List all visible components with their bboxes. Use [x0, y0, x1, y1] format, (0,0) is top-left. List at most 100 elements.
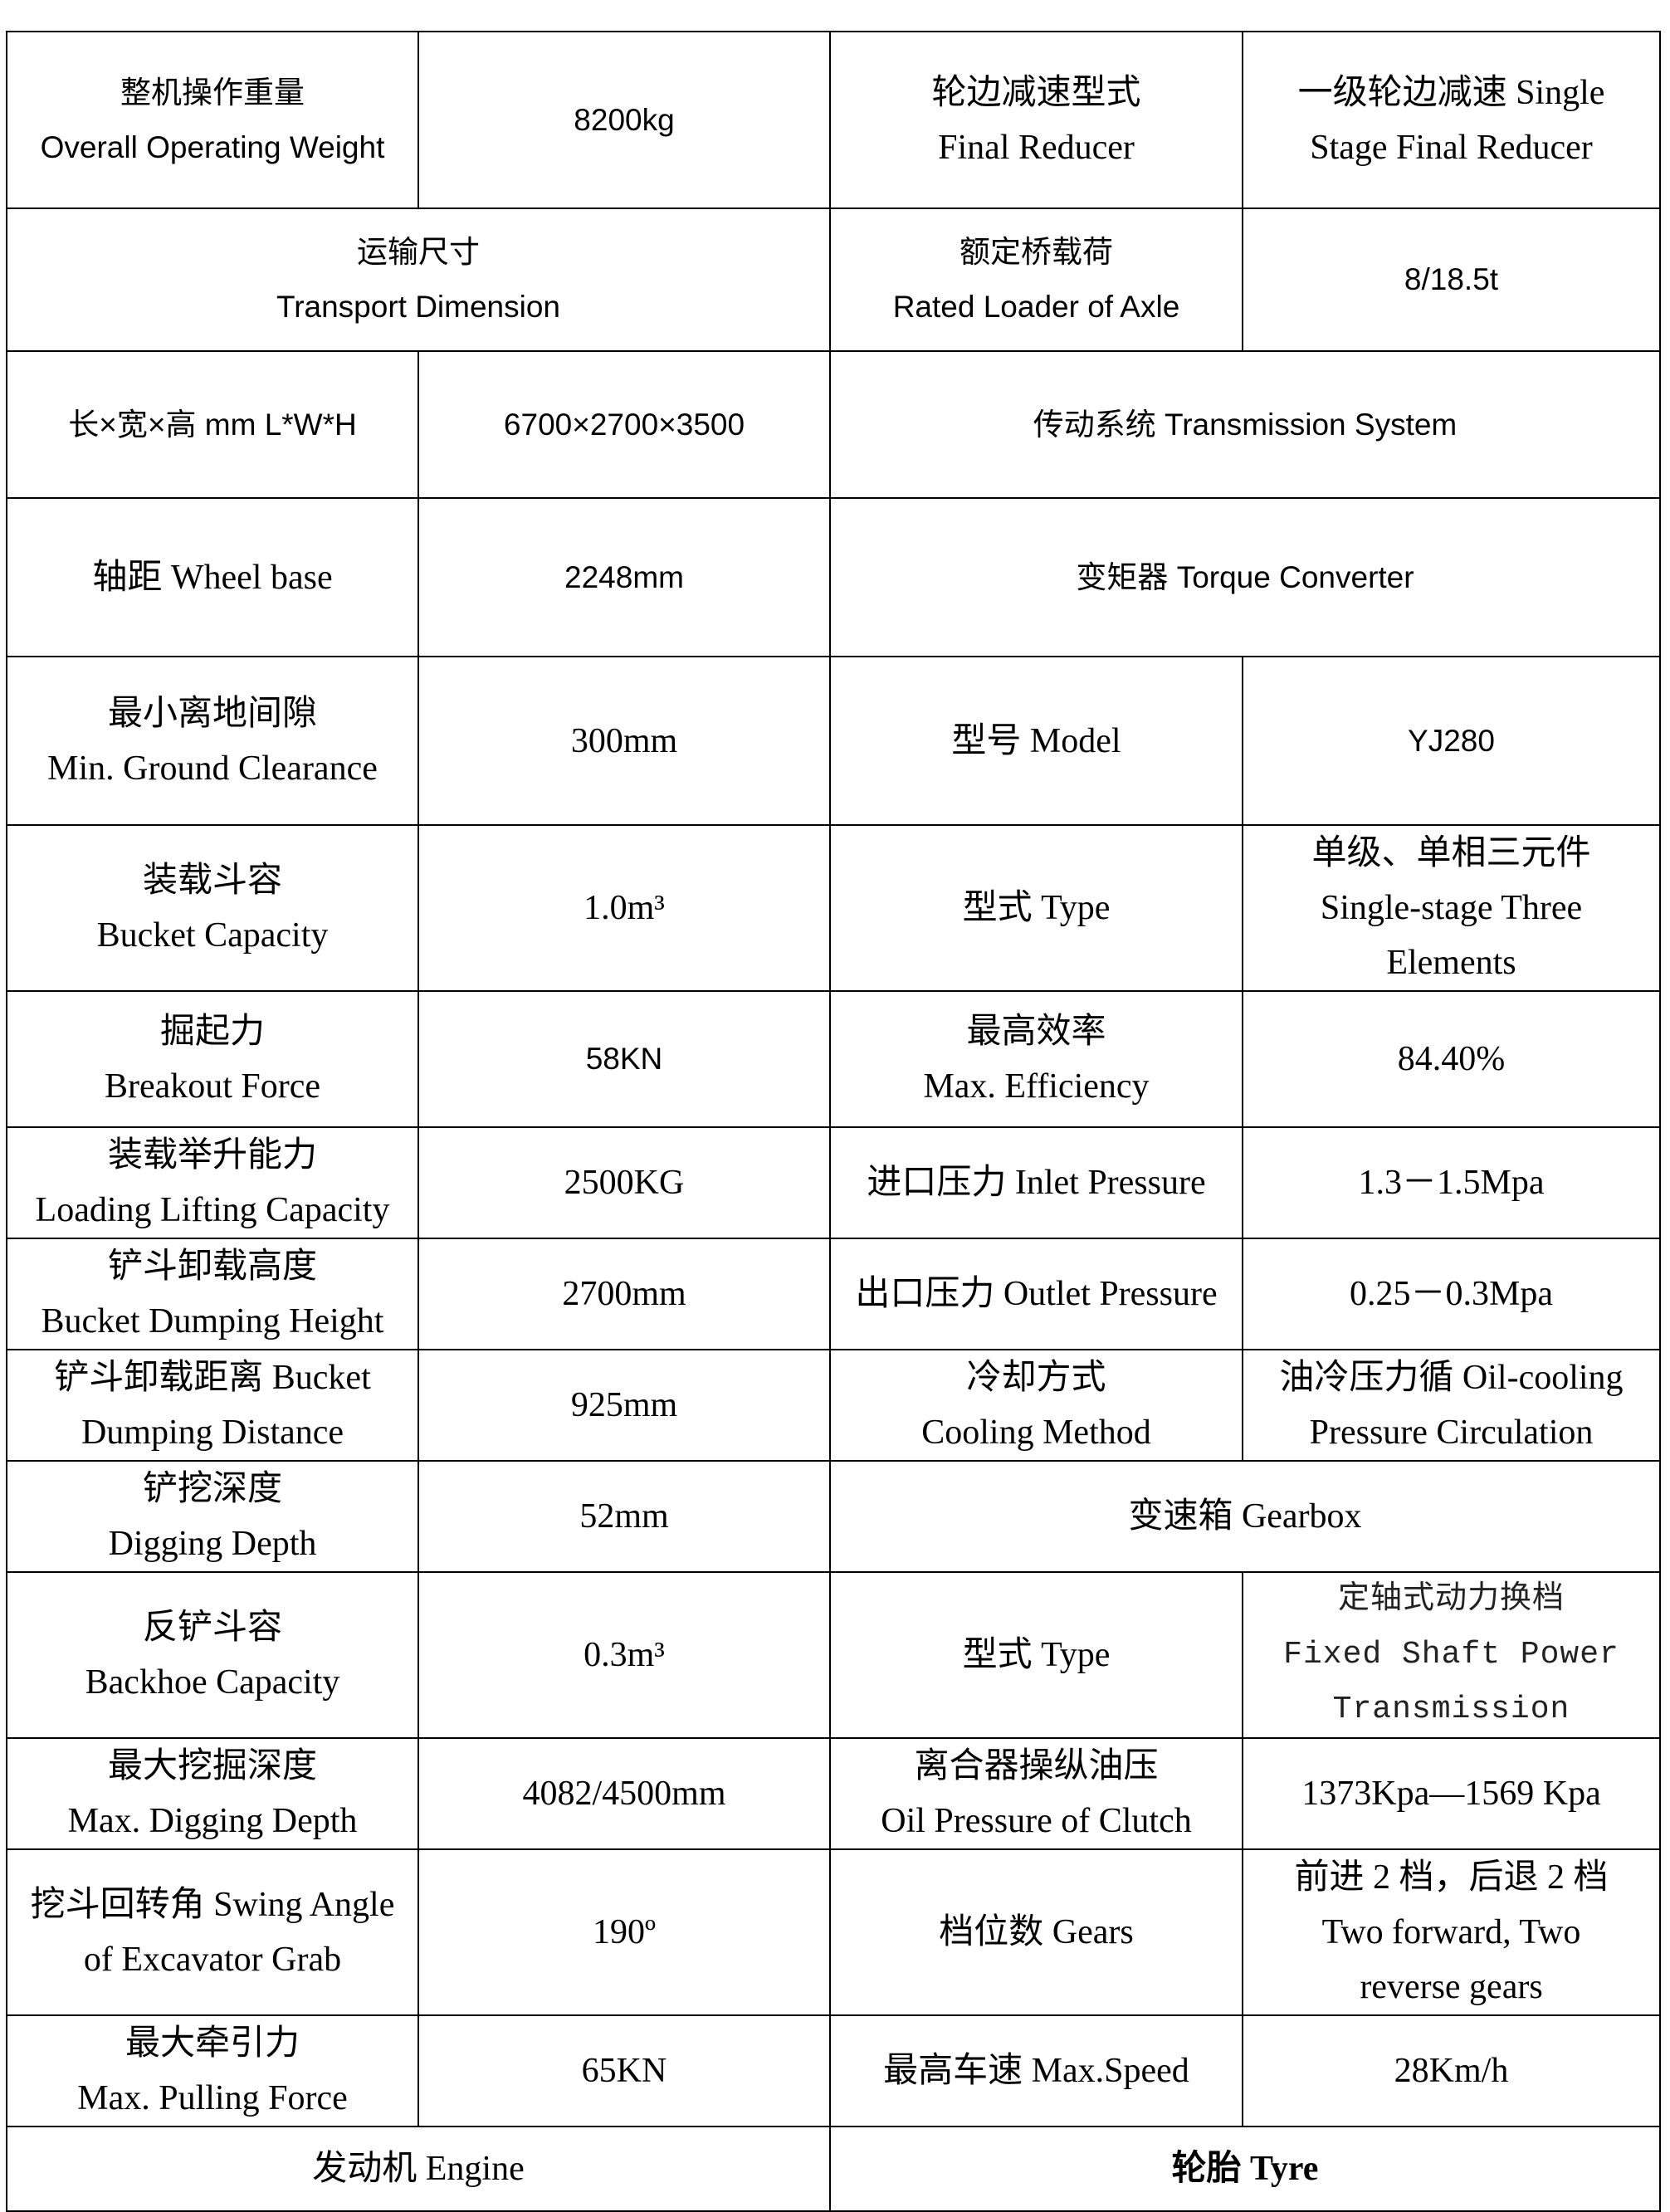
cell-text-line: 4082/4500mm	[522, 1775, 726, 1813]
cell-text-line: 0.3m³	[584, 1636, 665, 1674]
table-cell: 单级、单相三元件 Single-stage Three Elements	[1242, 824, 1661, 992]
cell-text-line: 挖斗回转角 Swing Angle	[30, 1886, 395, 1924]
cell-text-line: 1.0m³	[584, 889, 665, 927]
table-cell: 最大挖掘深度 Max. Digging Depth	[6, 1737, 419, 1850]
table-cell: 58KN	[418, 990, 831, 1128]
cell-text-line: 0.25－0.3Mpa	[1350, 1275, 1553, 1313]
table-cell: 2248mm	[418, 497, 831, 657]
table-cell: 运输尺寸 Transport Dimension	[6, 208, 831, 352]
cell-text-line: Min. Ground Clearance	[47, 749, 378, 788]
cell-text-line: Final Reducer	[938, 128, 1135, 167]
cell-text-line: 型式 Type	[962, 1636, 1111, 1674]
table-cell: 冷却方式 Cooling Method	[829, 1349, 1243, 1462]
cell-text-line: Bucket Capacity	[96, 916, 329, 955]
table-cell: 2700mm	[418, 1238, 831, 1350]
table-cell: 掘起力 Breakout Force	[6, 990, 419, 1128]
cell-text-line: 84.40%	[1397, 1040, 1506, 1078]
cell-text-line: 8/18.5t	[1404, 262, 1499, 296]
table-cell: 2500KG	[418, 1126, 831, 1239]
table-cell: 变矩器 Torque Converter	[829, 497, 1661, 657]
table-cell: 出口压力 Outlet Pressure	[829, 1238, 1243, 1350]
table-cell: 装载斗容 Bucket Capacity	[6, 824, 419, 992]
cell-text-line: 变速箱 Gearbox	[1128, 1497, 1362, 1536]
table-cell: 8200kg	[418, 31, 831, 209]
cell-text-line: 前进 2 档，后退 2 档	[1294, 1858, 1609, 1897]
cell-text-line: 最高车速 Max.Speed	[883, 2052, 1189, 2090]
cell-text-line: 装载斗容	[142, 862, 282, 900]
table-row: 反铲斗容 Backhoe Capacity 0.3m³ 型式 Type 定轴式动力换档 F…	[6, 1571, 1661, 1739]
table-cell: 1373Kpa—1569 Kpa	[1242, 1737, 1661, 1850]
cell-text-line: 最高效率	[966, 1013, 1106, 1051]
table-row: 铲斗卸载距离 Bucket Dumping Distance 925mm 冷却方式 Co…	[6, 1349, 1661, 1462]
table-cell: 84.40%	[1242, 990, 1661, 1128]
table-cell: 1.3－1.5Mpa	[1242, 1126, 1661, 1239]
table-row: 挖斗回转角 Swing Angle of Excavator Grab 190º 档位…	[6, 1848, 1661, 2016]
cell-text-line: 1.3－1.5Mpa	[1358, 1164, 1545, 1202]
cell-text-line: 8200kg	[574, 102, 675, 137]
cell-text-line: 额定桥载荷	[960, 235, 1113, 269]
cell-text-line: 装载举升能力	[107, 1136, 317, 1174]
cell-text-line: Breakout Force	[104, 1067, 321, 1106]
cell-text-line: 离合器操纵油压	[914, 1747, 1159, 1785]
table-row: 运输尺寸 Transport Dimension 额定桥载荷 Rated Loader…	[6, 208, 1661, 352]
table-row: 掘起力 Breakout Force 58KN 最高效率 Max. Efficiency…	[6, 990, 1661, 1128]
table-row: 发动机 Engine 轮胎 Tyre	[6, 2126, 1661, 2212]
table-cell: 190º	[418, 1848, 831, 2016]
cell-text-line: 掘起力	[159, 1013, 265, 1051]
table-cell: 铲斗卸载距离 Bucket Dumping Distance	[6, 1349, 419, 1462]
cell-text-line: 6700×2700×3500	[503, 407, 745, 442]
table-cell: 铲挖深度 Digging Depth	[6, 1460, 419, 1573]
table-cell: 最大牵引力 Max. Pulling Force	[6, 2014, 419, 2127]
table-row: 最大牵引力 Max. Pulling Force 65KN 最高车速 Max.Spee…	[6, 2014, 1661, 2127]
cell-text-line: 型式 Type	[962, 889, 1111, 927]
table-cell: 装载举升能力 Loading Lifting Capacity	[6, 1126, 419, 1239]
table-cell: 轴距 Wheel base	[6, 497, 419, 657]
table-cell: 型式 Type	[829, 824, 1243, 992]
cell-text-line: 58KN	[585, 1042, 663, 1076]
table-cell: 额定桥载荷 Rated Loader of Axle	[829, 208, 1243, 352]
spec-table-body: 整机操作重量 Overall Operating Weight 8200kg 轮边减速…	[6, 31, 1661, 2212]
table-row: 装载举升能力 Loading Lifting Capacity 2500KG 进口压力…	[6, 1126, 1661, 1239]
cell-text-line: Loading Lifting Capacity	[35, 1191, 390, 1229]
cell-text-line: 轴距 Wheel base	[92, 558, 333, 597]
cell-text-line: 传动系统 Transmission System	[1033, 407, 1458, 442]
cell-text-line: 2248mm	[564, 559, 684, 594]
table-cell: 8/18.5t	[1242, 208, 1661, 352]
table-cell: 最小离地间隙 Min. Ground Clearance	[6, 656, 419, 826]
cell-text-line: Oil Pressure of Clutch	[881, 1802, 1192, 1840]
cell-text-line: 铲挖深度	[142, 1470, 282, 1508]
table-cell: 反铲斗容 Backhoe Capacity	[6, 1571, 419, 1739]
cell-text-line: 最小离地间隙	[107, 694, 317, 733]
table-cell: 一级轮边减速 Single Stage Final Reducer	[1242, 31, 1661, 209]
table-row: 轴距 Wheel base 2248mm 变矩器 Torque Converter	[6, 497, 1661, 657]
cell-text-line: 定轴式动力换档	[1337, 1582, 1565, 1618]
cell-text-line: 型号 Model	[951, 721, 1121, 760]
cell-text-line: YJ280	[1408, 723, 1495, 758]
cell-text-line: 铲斗卸载高度	[107, 1248, 317, 1286]
cell-text-line: 65KN	[581, 2052, 667, 2090]
table-cell: 0.3m³	[418, 1571, 831, 1739]
table-cell: 长×宽×高 mm L*W*H	[6, 350, 419, 499]
table-row: 长×宽×高 mm L*W*H 6700×2700×3500 传动系统 Transmi…	[6, 350, 1661, 499]
cell-text-line: 油冷压力循 Oil-cooling	[1279, 1359, 1624, 1397]
cell-text-line: 最大牵引力	[125, 2024, 300, 2063]
table-cell: 型号 Model	[829, 656, 1243, 826]
spec-table: 整机操作重量 Overall Operating Weight 8200kg 轮边减速…	[6, 31, 1661, 2212]
cell-text-line: Pressure Circulation	[1309, 1414, 1594, 1452]
table-cell: 整机操作重量 Overall Operating Weight	[6, 31, 419, 209]
table-cell: 0.25－0.3Mpa	[1242, 1238, 1661, 1350]
cell-text-line: 轮边减速型式	[931, 73, 1141, 112]
table-row: 装载斗容 Bucket Capacity 1.0m³ 型式 Type 单级、单相三元件 S…	[6, 824, 1661, 992]
cell-text-line: 发动机 Engine	[312, 2150, 525, 2188]
cell-text-line: 2700mm	[562, 1275, 686, 1313]
table-cell: 最高效率 Max. Efficiency	[829, 990, 1243, 1128]
cell-text-line: Rated Loader of Axle	[892, 290, 1180, 324]
cell-text-line: 铲斗卸载距离 Bucket	[54, 1359, 371, 1397]
cell-text-line: 冷却方式	[966, 1359, 1106, 1397]
cell-text-line: 反铲斗容	[142, 1609, 282, 1647]
cell-text-line: 2500KG	[564, 1164, 685, 1202]
cell-text-line: Two forward, Two	[1321, 1913, 1581, 1951]
cell-text-line: 190º	[592, 1913, 657, 1951]
cell-text-line: of Excavator Grab	[83, 1941, 342, 1979]
cell-text-line: Max. Digging Depth	[67, 1802, 358, 1840]
